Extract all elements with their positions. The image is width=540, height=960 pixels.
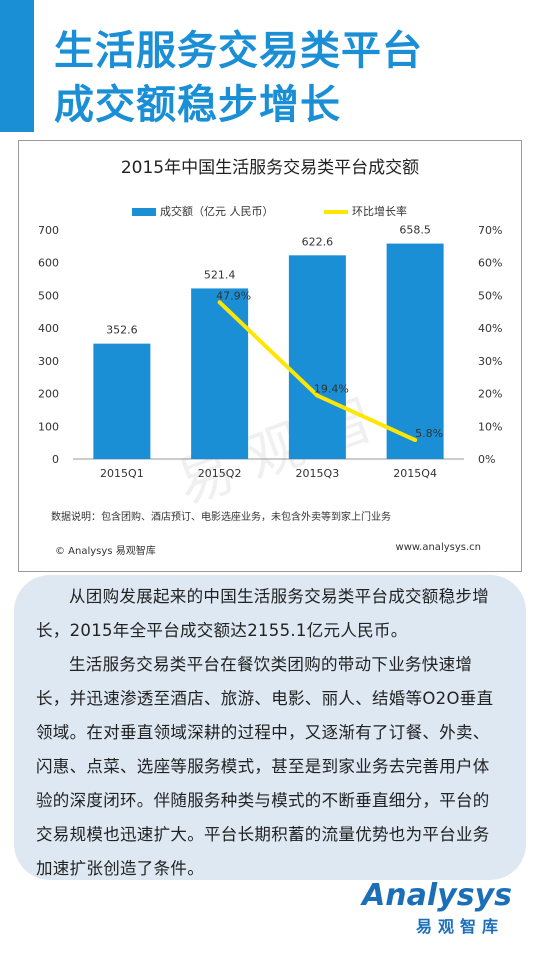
x-tick-label: 2015Q4 xyxy=(393,467,437,480)
analysys-logo: Analysys 易观智库 xyxy=(362,878,512,938)
bar-value-label: 658.5 xyxy=(399,224,431,237)
legend-label-line: 环比增长率 xyxy=(352,205,407,218)
legend-item-bar: 成交额（亿元 人民币） xyxy=(132,203,274,219)
body-paragraph-2: 生活服务交易类平台在餐饮类团购的带动下业务快速增长，并迅速渗透至酒店、旅游、电影… xyxy=(36,655,494,878)
growth-rate-point xyxy=(413,438,418,443)
y-right-tick-label: 60% xyxy=(478,257,502,270)
y-right-tick-label: 70% xyxy=(478,224,502,237)
bar-value-label: 521.4 xyxy=(204,268,236,281)
chart-card: 易观智库 2015年中国生活服务交易类平台成交额 成交额（亿元 人民币） 环比增… xyxy=(18,140,522,572)
body-paragraph-1: 从团购发展起来的中国生活服务交易类平台成交额稳步增长，2015年全平台成交额达2… xyxy=(36,587,489,640)
y-left-tick-label: 400 xyxy=(38,322,59,335)
bar xyxy=(288,255,346,459)
growth-rate-label: 5.8% xyxy=(415,427,443,440)
growth-rate-point xyxy=(217,300,222,305)
chart-website: www.analysys.cn xyxy=(395,542,481,553)
y-right-tick-label: 40% xyxy=(478,322,502,335)
legend-swatch-bar xyxy=(132,208,156,216)
bar-value-label: 622.6 xyxy=(302,235,334,248)
legend-item-line: 环比增长率 xyxy=(324,203,407,219)
bar xyxy=(191,288,249,459)
y-left-tick-label: 0 xyxy=(52,453,59,466)
bar xyxy=(93,343,151,459)
chart-plot: 0 100 200 300 400 500 600 700 0% 10% 20% 30% 40% 50% 6… xyxy=(38,224,502,480)
growth-rate-label: 19.4% xyxy=(314,383,349,396)
x-tick-label: 2015Q2 xyxy=(198,467,242,480)
y-left-tick-label: 600 xyxy=(38,257,59,270)
bar-value-label: 352.6 xyxy=(106,324,138,337)
y-right-tick-label: 20% xyxy=(478,388,502,401)
growth-rate-point xyxy=(315,393,320,398)
y-left-tick-label: 500 xyxy=(38,289,59,302)
chart-copyright: © Analysys 易观智库 xyxy=(55,546,156,557)
page-header: 生活服务交易类平台 成交额稳步增长 xyxy=(0,0,540,132)
y-right-tick-label: 50% xyxy=(478,289,502,302)
y-right-tick-label: 10% xyxy=(478,420,502,433)
x-tick-label: 2015Q1 xyxy=(100,467,144,480)
y-left-tick-label: 200 xyxy=(38,388,59,401)
x-tick-label: 2015Q3 xyxy=(296,467,340,480)
logo-wordmark: Analysys xyxy=(362,878,512,913)
chart-data-note: 数据说明：包含团购、酒店预订、电影选座业务，未包含外卖等到家上门业务 xyxy=(51,512,391,523)
body-text-panel: 从团购发展起来的中国生活服务交易类平台成交额稳步增长，2015年全平台成交额达2… xyxy=(14,575,526,880)
logo-subtitle: 易观智库 xyxy=(415,917,504,936)
legend-swatch-line xyxy=(324,210,348,214)
growth-rate-label: 47.9% xyxy=(216,289,251,302)
legend-label-bar: 成交额（亿元 人民币） xyxy=(160,205,274,218)
chart-title: 2015年中国生活服务交易类平台成交额 xyxy=(120,158,420,178)
y-right-tick-label: 30% xyxy=(478,355,502,368)
chart-legend: 成交额（亿元 人民币） 环比增长率 xyxy=(19,203,521,219)
header-accent-bar xyxy=(0,0,34,132)
page-title-line2: 成交额稳步增长 xyxy=(54,82,341,128)
y-left-tick-label: 700 xyxy=(38,224,59,237)
y-right-tick-label: 0% xyxy=(478,453,495,466)
y-left-tick-label: 300 xyxy=(38,355,59,368)
page-title-line1: 生活服务交易类平台 xyxy=(54,28,423,74)
y-left-tick-label: 100 xyxy=(38,420,59,433)
bar xyxy=(386,243,444,459)
